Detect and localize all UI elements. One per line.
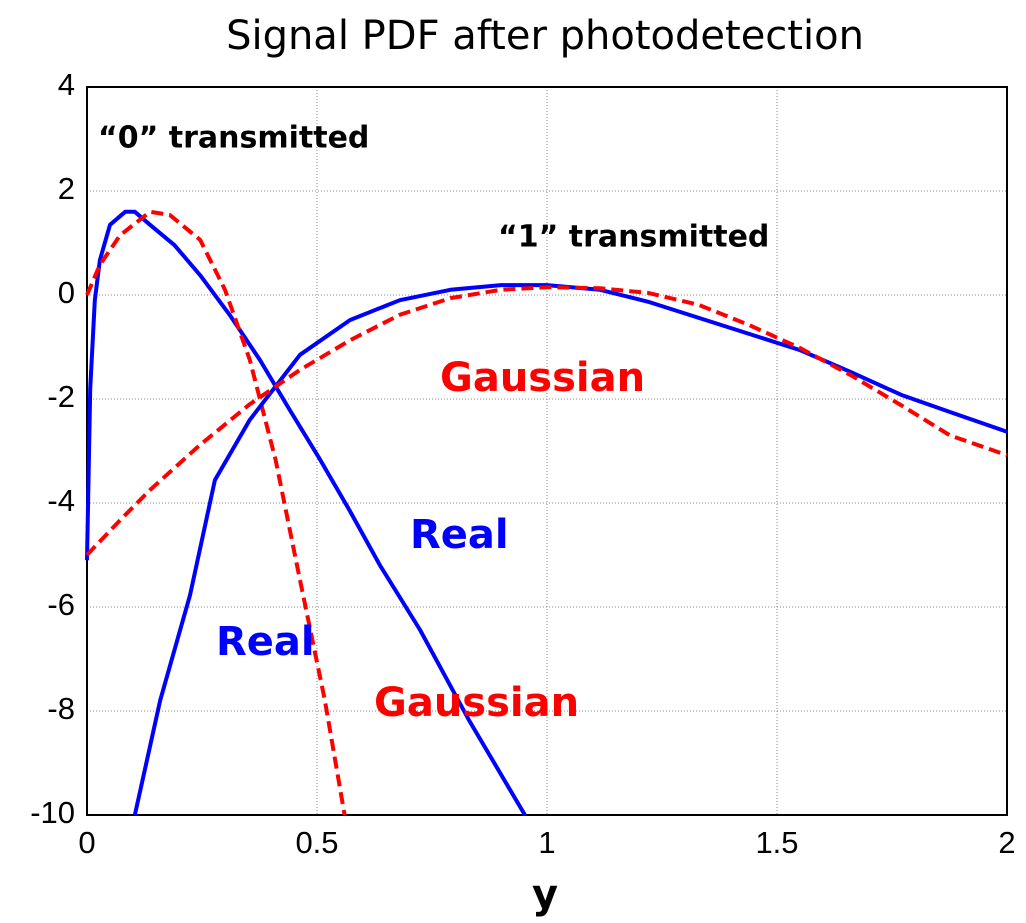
x-tick-label: 2 (998, 825, 1015, 860)
x-axis-label: y (532, 872, 558, 918)
y-tick-label: 0 (58, 275, 75, 310)
annotation: Real (410, 512, 509, 558)
data-line (85, 209, 527, 817)
y-tick-label: 4 (58, 67, 75, 102)
y-tick-label: -6 (47, 587, 75, 622)
y-tick-label: 2 (58, 171, 75, 206)
x-tick-label: 1.5 (755, 825, 798, 860)
x-tick-label: 1 (538, 825, 555, 860)
plot-frame (86, 86, 1008, 816)
annotation: Gaussian (440, 355, 645, 401)
data-line (132, 283, 1008, 816)
y-tick-label: -10 (30, 795, 75, 830)
chart-title: Signal PDF after photodetection (226, 13, 864, 59)
x-tick-label: 0 (78, 825, 95, 860)
annotation: “1” transmitted (498, 220, 769, 255)
annotation: Gaussian (374, 680, 579, 726)
x-tick-label: 0.5 (295, 825, 338, 860)
data-line (85, 285, 1008, 557)
y-tick-label: -4 (47, 483, 75, 518)
data-line (85, 209, 347, 816)
y-tick-label: -8 (47, 691, 75, 726)
annotation: “0” transmitted (98, 121, 369, 156)
annotation: Real (216, 619, 315, 665)
y-tick-label: -2 (47, 379, 75, 414)
